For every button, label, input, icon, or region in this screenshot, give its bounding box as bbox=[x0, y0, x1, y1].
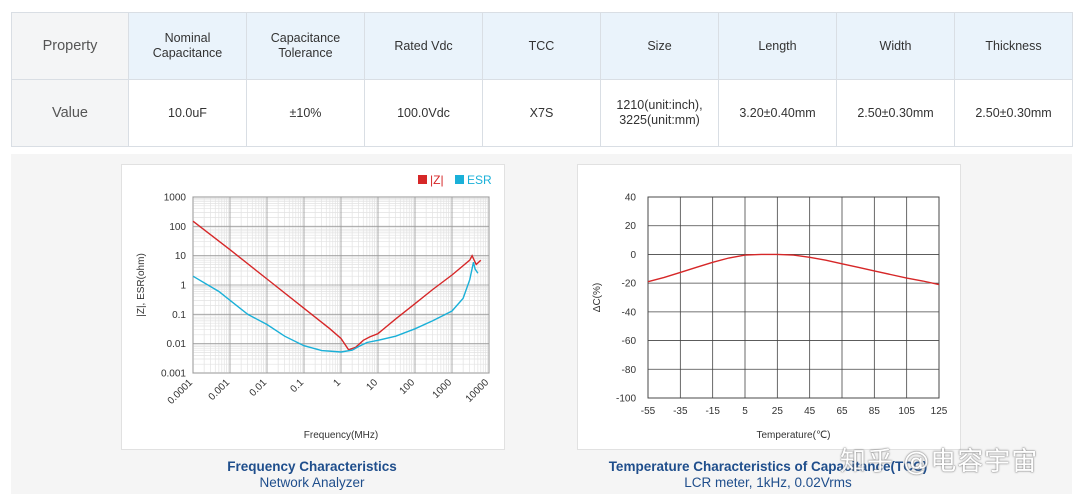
prop-capacitance-tolerance: Capacitance Tolerance bbox=[246, 12, 365, 80]
y-tick-label: 0.01 bbox=[167, 339, 187, 350]
y-tick-label: -100 bbox=[616, 394, 636, 405]
value-label: Value bbox=[11, 79, 129, 147]
y-tick-label: 1 bbox=[180, 281, 186, 292]
val-size: 1210(unit:inch), 3225(unit:mm) bbox=[600, 79, 719, 147]
y-tick-label: 0.001 bbox=[161, 369, 186, 380]
val-rated-vdc: 100.0Vdc bbox=[364, 79, 483, 147]
series-line-impedance bbox=[192, 220, 482, 351]
x-axis-label: Frequency(MHz) bbox=[304, 430, 378, 441]
prop-nominal-capacitance: Nominal Capacitance bbox=[128, 12, 247, 80]
frequency-chart: 1000 100 10 1 0.1 0.01 0.001 0.0001 0.001 0.01 0.1… bbox=[121, 164, 505, 450]
x-tick-label: 1000 bbox=[431, 377, 455, 401]
x-tick-label: 125 bbox=[931, 406, 948, 417]
x-axis-label: Temperature(℃) bbox=[756, 430, 830, 441]
plot-area bbox=[647, 196, 940, 399]
val-thickness: 2.50±0.30mm bbox=[954, 79, 1073, 147]
legend-label: |Z| bbox=[430, 173, 444, 187]
prop-length: Length bbox=[718, 12, 837, 80]
y-tick-label: 100 bbox=[169, 222, 186, 233]
legend-swatch bbox=[418, 175, 427, 184]
y-tick-label: -20 bbox=[622, 279, 637, 290]
temperature-chart-title: Temperature Characteristics of Capacitan… bbox=[608, 459, 928, 474]
x-tick-label: -15 bbox=[705, 406, 720, 417]
prop-thickness: Thickness bbox=[954, 12, 1073, 80]
prop-size: Size bbox=[600, 12, 719, 80]
val-nominal-capacitance: 10.0uF bbox=[128, 79, 247, 147]
prop-rated-vdc: Rated Vdc bbox=[364, 12, 483, 80]
x-tick-label: 10 bbox=[364, 377, 380, 393]
y-tick-label: 1000 bbox=[164, 193, 187, 204]
y-tick-label: -80 bbox=[622, 365, 637, 376]
spec-table: Property Nominal Capacitance Capacitance… bbox=[11, 12, 1073, 147]
frequency-caption: Frequency Characteristics Network Analyz… bbox=[112, 458, 512, 491]
temperature-chart: -55 -35 -15 5 25 45 65 85 105 125 40 20 0 -20 -40 -60 -8… bbox=[577, 164, 961, 450]
x-tick-label: 1 bbox=[331, 377, 343, 389]
val-tcc: X7S bbox=[482, 79, 601, 147]
y-tick-label: 10 bbox=[175, 251, 187, 262]
y-tick-label: 0.1 bbox=[172, 310, 186, 321]
value-row: Value 10.0uF ±10% 100.0Vdc X7S 1210(unit… bbox=[11, 79, 1073, 147]
val-length: 3.20±0.40mm bbox=[718, 79, 837, 147]
x-tick-label: 85 bbox=[869, 406, 881, 417]
x-tick-label: 0.001 bbox=[207, 377, 233, 403]
property-row: Property Nominal Capacitance Capacitance… bbox=[11, 12, 1073, 80]
x-tick-label: -35 bbox=[673, 406, 688, 417]
x-tick-label: 45 bbox=[804, 406, 816, 417]
watermark: 知乎 @电容宇宙 bbox=[840, 447, 1039, 477]
series-line-capacitance-change bbox=[647, 253, 940, 286]
legend-label: ESR bbox=[467, 173, 492, 187]
temperature-caption: Temperature Characteristics of Capacitan… bbox=[568, 458, 968, 491]
x-tick-label: 0.01 bbox=[248, 377, 270, 399]
val-capacitance-tolerance: ±10% bbox=[246, 79, 365, 147]
x-tick-label: 5 bbox=[742, 406, 748, 417]
y-tick-label: 0 bbox=[630, 250, 636, 261]
chart-section: 1000 100 10 1 0.1 0.01 0.001 0.0001 0.001 0.01 0.1… bbox=[11, 154, 1072, 494]
property-label: Property bbox=[11, 12, 129, 80]
x-tick-label: 100 bbox=[398, 377, 418, 397]
y-axis-label: |Z|, ESR(ohm) bbox=[136, 253, 147, 317]
legend-swatch bbox=[455, 175, 464, 184]
x-tick-label: 65 bbox=[836, 406, 848, 417]
y-tick-label: -60 bbox=[622, 336, 637, 347]
frequency-chart-subtitle: Network Analyzer bbox=[259, 475, 365, 490]
x-tick-label: 10000 bbox=[464, 377, 492, 405]
frequency-chart-title: Frequency Characteristics bbox=[227, 459, 397, 474]
val-width: 2.50±0.30mm bbox=[836, 79, 955, 147]
y-tick-label: 40 bbox=[625, 193, 637, 204]
prop-width: Width bbox=[836, 12, 955, 80]
temperature-chart-svg: -55 -35 -15 5 25 45 65 85 105 125 40 20 0 -20 -40 -60 -8… bbox=[592, 193, 948, 442]
temperature-chart-subtitle: LCR meter, 1kHz, 0.02Vrms bbox=[684, 475, 852, 490]
prop-tcc: TCC bbox=[482, 12, 601, 80]
y-axis-label: ΔC(%) bbox=[592, 283, 603, 312]
x-tick-label: 25 bbox=[772, 406, 784, 417]
x-tick-label: 0.0001 bbox=[166, 377, 196, 407]
series-line-esr bbox=[192, 262, 479, 353]
y-tick-label: -40 bbox=[622, 307, 637, 318]
x-tick-label: 105 bbox=[898, 406, 915, 417]
x-tick-label: -55 bbox=[641, 406, 656, 417]
x-tick-label: 0.1 bbox=[289, 377, 307, 395]
y-tick-label: 20 bbox=[625, 221, 637, 232]
